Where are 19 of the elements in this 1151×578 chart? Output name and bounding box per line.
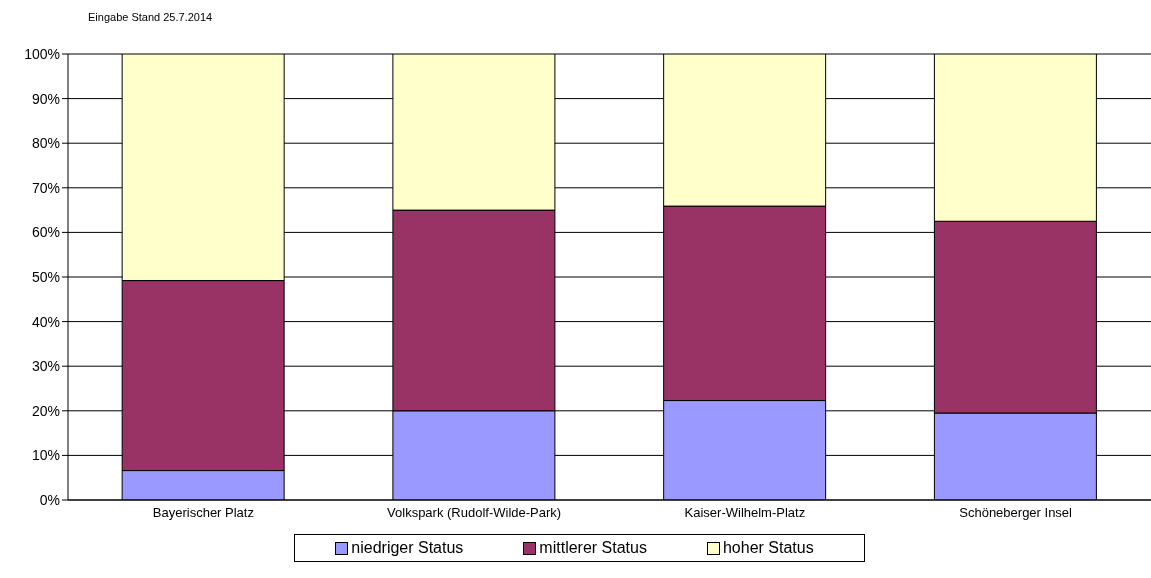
x-tick-label: Bayerischer Platz <box>152 505 254 521</box>
x-tick-label: Volkspark (Rudolf-Wilde-Park) <box>387 505 562 521</box>
y-tick-label: 50% <box>31 268 60 285</box>
x-tick-label: Schöneberger Insel <box>959 505 1073 521</box>
y-tick-label: 0% <box>39 491 60 508</box>
text: Eingabe Stand 25.7.2014 <box>88 11 213 23</box>
y-tick-label: 30% <box>31 358 60 375</box>
y-tick-label: 40% <box>31 313 60 330</box>
y-tick-label: 70% <box>31 179 60 196</box>
legend-label: mittlerer Status <box>539 539 647 557</box>
y-tick-label: 10% <box>31 447 60 464</box>
y-tick-label: 100% <box>24 45 60 62</box>
y-tick-label: 80% <box>31 135 60 152</box>
x-tick-label: Kaiser-Wilhelm-Platz <box>684 505 806 521</box>
legend-label: niedriger Status <box>351 539 464 557</box>
y-tick-label: 20% <box>31 402 60 419</box>
legend-label: hoher Status <box>722 539 814 557</box>
y-tick-label: 60% <box>31 224 60 241</box>
y-tick-label: 90% <box>31 90 60 107</box>
